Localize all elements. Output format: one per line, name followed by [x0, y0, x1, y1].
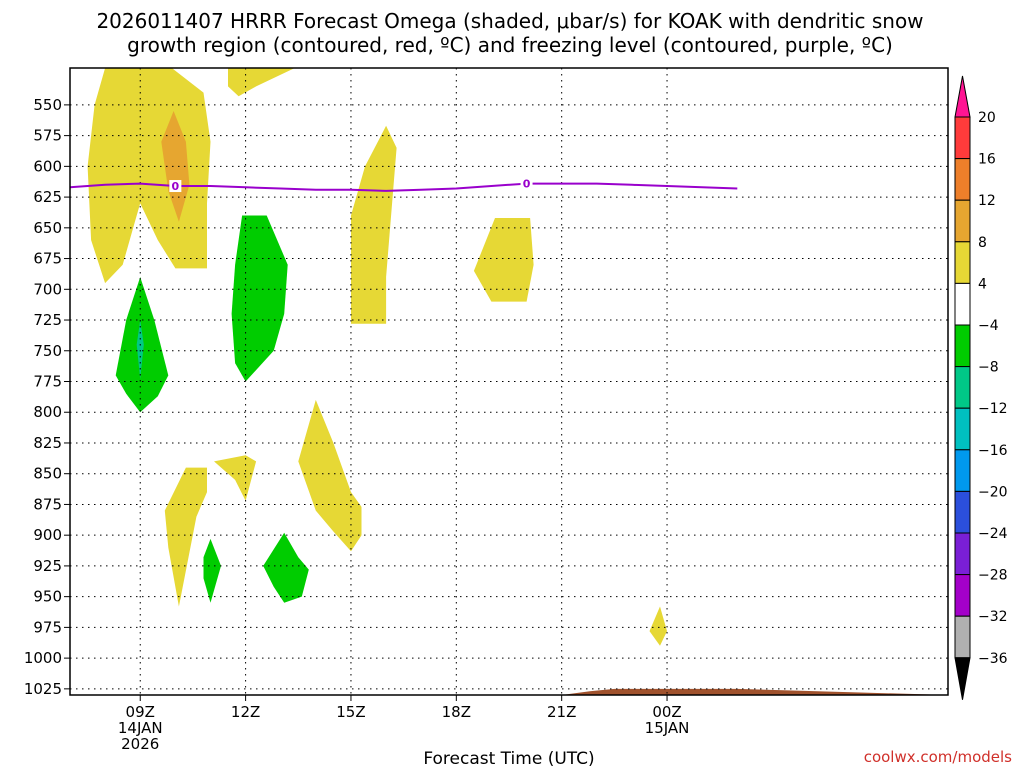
colorbar-segment-5: [954, 282, 971, 326]
ground-fill: [70, 688, 948, 695]
colorbar: 20 16 12 8 4 −4 −8 −12 −16 −20 −24 −28 −32 −36: [954, 75, 1008, 700]
y-tick-label-900: 900: [33, 526, 62, 544]
y-axis-ticks: 550 575 600 625 650 675 700 725 750 775 800 825 850 8…: [24, 96, 70, 698]
freezing-level-label-1: 0: [523, 178, 531, 191]
plot-grid: [70, 68, 948, 695]
chart-title-line2: growth region (contoured, red, ºC) and f…: [127, 33, 893, 57]
y-tick-label-925: 925: [33, 557, 62, 575]
upward-motion-4-8-4: [473, 218, 534, 302]
x-tick-label-12-line1: 12Z: [231, 703, 260, 721]
colorbar-label-1: 16: [978, 152, 996, 168]
y-tick-label-950: 950: [33, 588, 62, 606]
x-tick-label-18-line1: 18Z: [442, 703, 471, 721]
colorbar-label-8: −16: [978, 443, 1008, 459]
y-tick-label-750: 750: [33, 342, 62, 360]
colorbar-top-arrow: [954, 75, 971, 118]
y-tick-label-600: 600: [33, 157, 62, 175]
x-tick-label-24-line2: 15JAN: [645, 719, 690, 737]
colorbar-segment-6: [954, 324, 971, 368]
y-tick-label-675: 675: [33, 250, 62, 268]
ground-layer: [70, 688, 948, 695]
downward-motion-8-12-11: [136, 320, 144, 379]
colorbar-label-5: −4: [978, 318, 999, 334]
freezing-level-label-0: 0: [172, 180, 180, 193]
upward-motion-4-8-6: [214, 455, 257, 501]
y-tick-label-625: 625: [33, 188, 62, 206]
colorbar-label-13: −36: [978, 651, 1008, 667]
colorbar-label-7: −12: [978, 401, 1008, 417]
colorbar-label-10: −24: [978, 526, 1008, 542]
colorbar-segment-3: [954, 199, 971, 243]
freezing-label-bg-0: [169, 180, 182, 193]
y-tick-label-800: 800: [33, 403, 62, 421]
x-tick-label-24-line1: 00Z: [652, 703, 681, 721]
colorbar-segment-2: [954, 158, 971, 201]
y-tick-label-725: 725: [33, 311, 62, 329]
upward-motion-8-12-1: [161, 111, 190, 222]
upward-motion-4-8-8: [649, 606, 667, 646]
freezing-label-bg-1: [520, 177, 533, 190]
upward-motion-4-8-5: [164, 467, 207, 607]
y-tick-label-775: 775: [33, 373, 62, 391]
colorbar-label-6: −8: [978, 360, 999, 376]
y-tick-label-825: 825: [33, 434, 62, 452]
y-tick-label-550: 550: [33, 96, 62, 114]
credit-text: coolwx.com/models: [864, 748, 1012, 766]
upward-motion-4-8-0: [87, 68, 211, 284]
colorbar-label-0: 20: [978, 110, 996, 126]
colorbar-segment-12: [954, 574, 971, 617]
colorbar-label-12: −32: [978, 609, 1008, 625]
colorbar-segment-9: [954, 449, 971, 492]
colorbar-label-2: 12: [978, 193, 996, 209]
upward-motion-4-8-3: [351, 125, 397, 324]
y-tick-label-975: 975: [33, 618, 62, 636]
colorbar-label-11: −28: [978, 568, 1008, 584]
y-tick-label-1025: 1025: [24, 680, 62, 698]
colorbar-segment-11: [954, 532, 971, 576]
y-tick-label-650: 650: [33, 219, 62, 237]
y-tick-label-875: 875: [33, 495, 62, 513]
downward-motion-4-8-12: [203, 538, 221, 603]
colorbar-segment-7: [954, 366, 971, 409]
x-tick-label-21-line1: 21Z: [547, 703, 576, 721]
colorbar-segment-8: [954, 407, 971, 451]
chart-title-line1: 2026011407 HRRR Forecast Omega (shaded, …: [96, 9, 923, 33]
downward-motion-4-8-13: [263, 532, 309, 603]
y-tick-label-575: 575: [33, 127, 62, 145]
x-axis-label: Forecast Time (UTC): [423, 749, 594, 768]
y-tick-label-1000: 1000: [24, 649, 62, 667]
upward-motion-4-8-2: [228, 68, 295, 97]
upward-motion-4-8-7: [298, 399, 362, 552]
downward-motion-4-8-9: [231, 215, 288, 382]
colorbar-label-9: −20: [978, 484, 1008, 500]
x-tick-label-9-line3: 2026: [121, 735, 159, 753]
x-tick-label-9-line1: 09Z: [126, 703, 155, 721]
y-tick-label-700: 700: [33, 280, 62, 298]
omega-shading: [87, 68, 667, 646]
colorbar-segment-10: [954, 490, 971, 534]
y-tick-label-850: 850: [33, 465, 62, 483]
colorbar-label-4: 4: [978, 276, 987, 292]
colorbar-segment-4: [954, 241, 971, 284]
colorbar-segment-1: [954, 116, 971, 160]
colorbar-bottom-arrow: [954, 657, 971, 700]
colorbar-label-3: 8: [978, 235, 987, 251]
colorbar-segment-13: [954, 615, 971, 659]
x-tick-label-9-line2: 14JAN: [118, 719, 163, 737]
x-tick-label-15-line1: 15Z: [336, 703, 365, 721]
